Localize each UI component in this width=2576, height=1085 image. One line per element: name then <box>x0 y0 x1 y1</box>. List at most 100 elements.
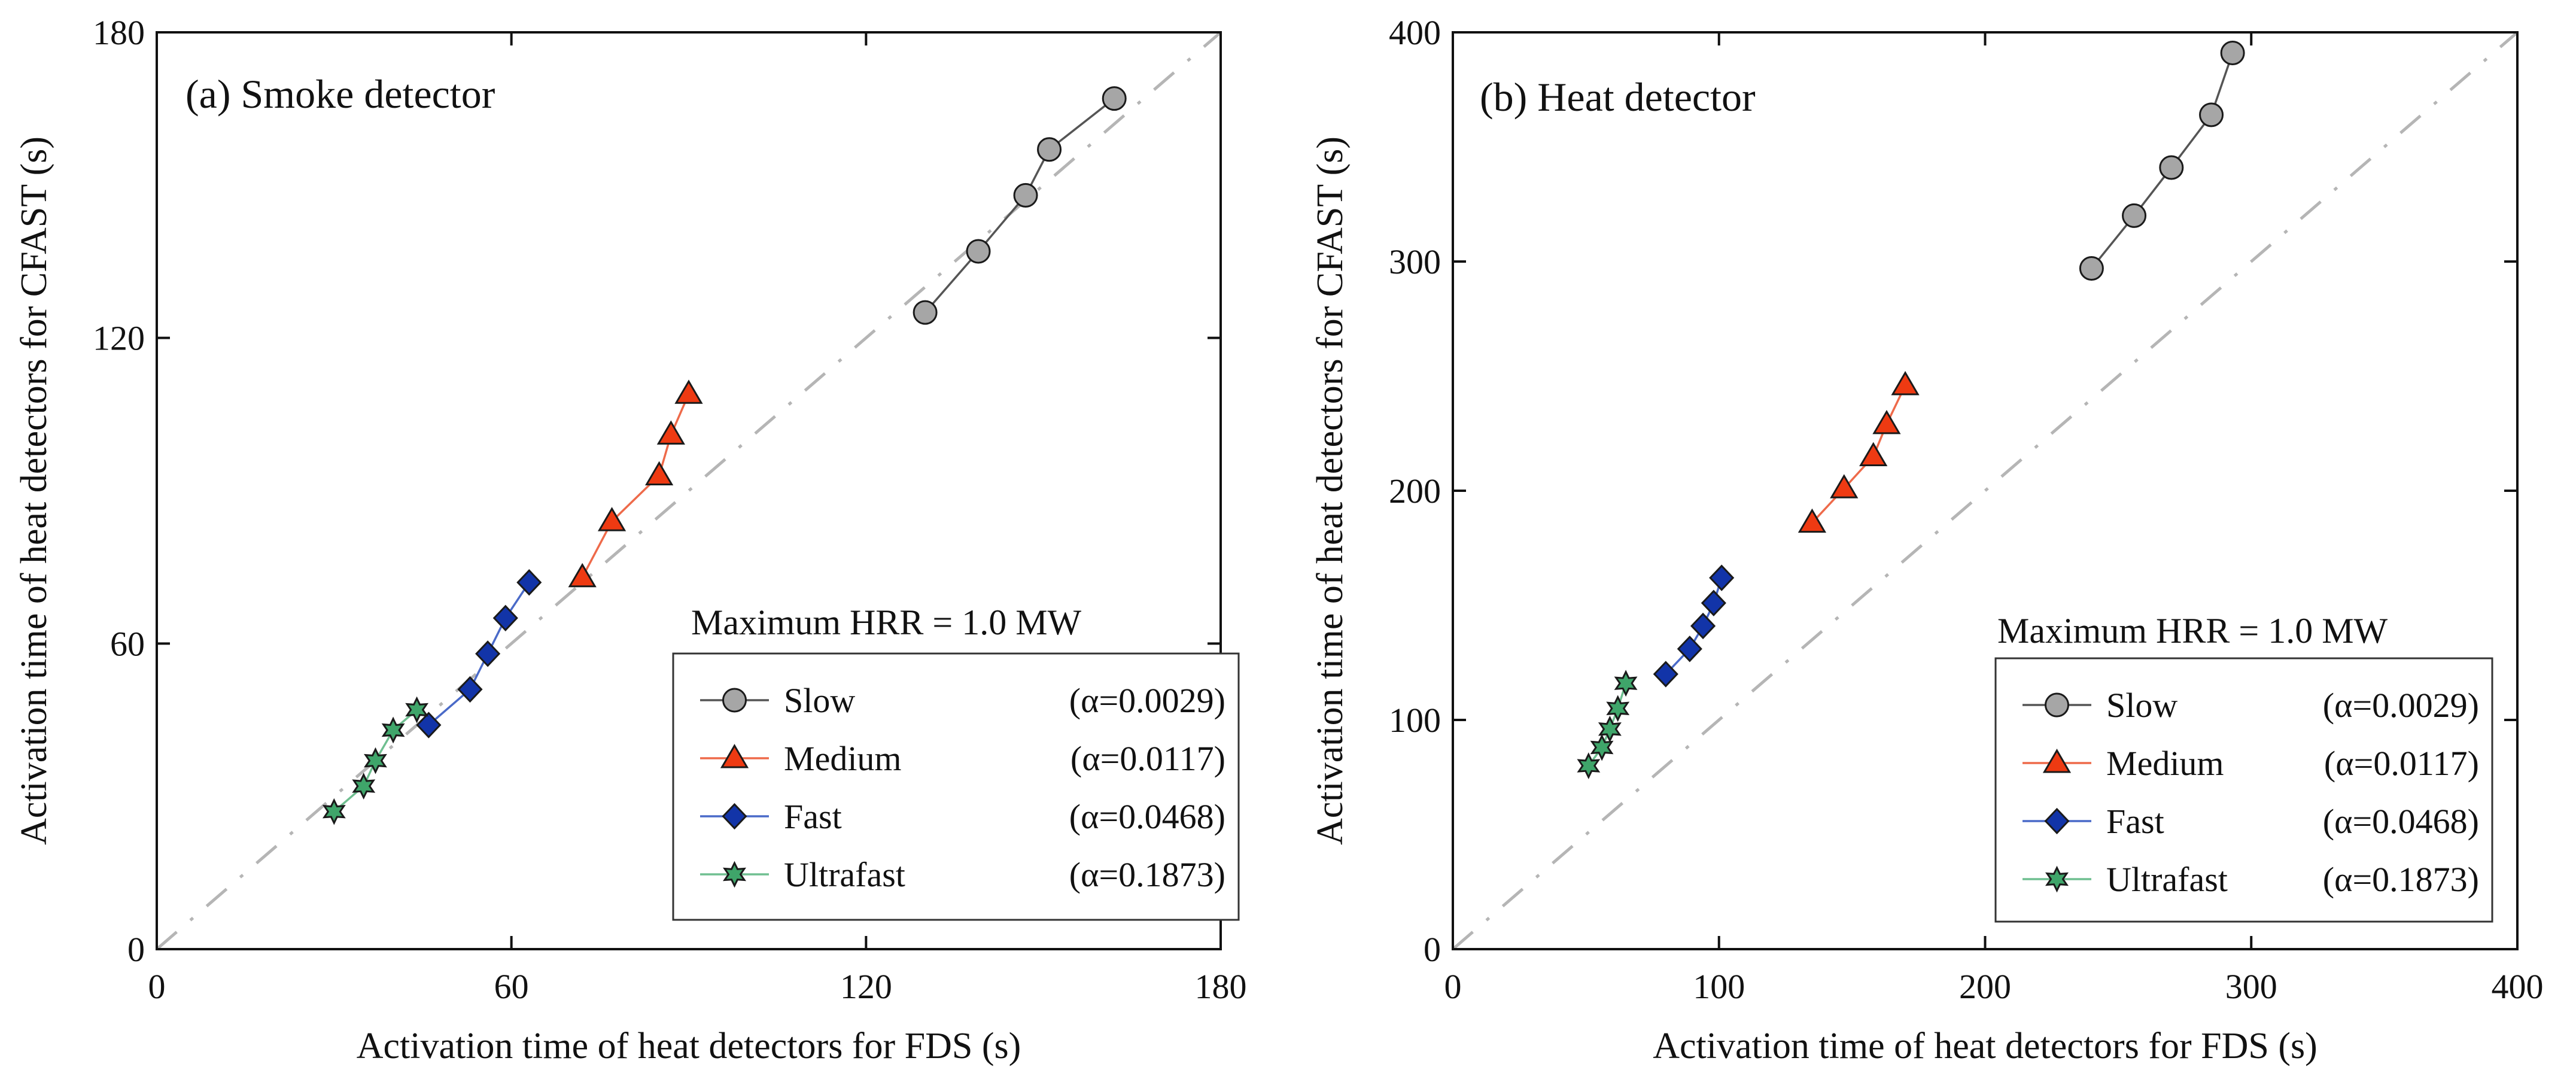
data-point-ultrafast <box>322 798 346 825</box>
x-axis-title: Activation time of heat detectors for FD… <box>357 1026 1021 1066</box>
data-point-fast <box>1653 661 1678 688</box>
legend-marker-slow <box>722 688 747 713</box>
legend-alpha-medium: (α=0.0117) <box>1070 739 1225 778</box>
x-tick-label: 100 <box>1693 967 1745 1006</box>
data-point-fast <box>516 569 542 596</box>
data-point-ultrafast <box>381 716 405 744</box>
y-tick-label: 180 <box>93 13 145 52</box>
legend-label-fast: Fast <box>2106 802 2164 841</box>
legend-label-medium: Medium <box>2106 744 2224 783</box>
series-slow <box>913 86 1127 325</box>
data-point-medium <box>568 563 597 588</box>
y-tick-label: 0 <box>1424 930 1441 969</box>
y-tick-label: 60 <box>110 624 145 663</box>
legend-marker-medium <box>2042 749 2072 773</box>
data-point-fast <box>1690 612 1716 640</box>
data-point-ultrafast <box>1606 695 1630 722</box>
legend-label-ultrafast: Ultrafast <box>784 855 905 894</box>
series-fast <box>1653 564 1735 688</box>
y-tick-label: 400 <box>1389 13 1441 52</box>
y-axis-title: Activation time of heat detectors for CF… <box>1310 136 1351 845</box>
series-line-medium <box>581 393 690 578</box>
data-point-slow <box>913 300 938 325</box>
series-line-medium <box>1811 385 1906 524</box>
data-point-slow <box>1102 86 1127 111</box>
series-ultrafast <box>322 696 429 825</box>
legend-box <box>1994 657 2493 923</box>
plot-frame <box>156 31 1222 950</box>
data-point-fast <box>457 676 483 703</box>
data-point-ultrafast <box>1598 715 1622 743</box>
max-hrr-annotation: Maximum HRR = 1.0 MW <box>691 603 1082 642</box>
legend: Slow (α=0.0029) Medium (α=0.0117) Fast (α=0.0… <box>1994 657 2493 923</box>
legend-label-fast: Fast <box>784 797 842 836</box>
series-medium <box>568 379 703 588</box>
x-tick-label: 120 <box>840 967 892 1006</box>
data-point-slow <box>2159 155 2184 180</box>
legend-label-slow: Slow <box>2106 686 2177 725</box>
x-tick-label: 0 <box>1444 967 1462 1006</box>
legend-marker-medium <box>720 744 749 768</box>
data-point-slow <box>966 239 991 264</box>
x-tick-label: 400 <box>2492 967 2544 1006</box>
x-axis-title: Activation time of heat detectors for FD… <box>1653 1026 2318 1066</box>
y-tick-label: 120 <box>93 319 145 358</box>
legend-alpha-ultrafast: (α=0.1873) <box>2323 860 2479 899</box>
data-point-medium <box>644 461 674 485</box>
data-point-ultrafast <box>405 696 429 724</box>
y-tick-label: 200 <box>1389 472 1441 510</box>
data-point-slow <box>1013 183 1038 208</box>
chart-panel-0: 0 60 120 180 0 60 120 180 Activation time of hea… <box>14 13 1247 1066</box>
data-point-medium <box>1872 409 1901 434</box>
y-axis-title: Activation time of heat detectors for CF… <box>14 136 54 845</box>
data-point-slow <box>2220 40 2245 65</box>
data-point-fast <box>416 712 442 738</box>
y-tick-label: 100 <box>1389 701 1441 740</box>
x-tick-label: 60 <box>494 967 529 1006</box>
chart-panel-1: 0 100 200 300 400 0 100 200 300 400 Activation tim… <box>1310 13 2544 1066</box>
legend-marker-fast <box>2044 807 2070 835</box>
data-point-slow <box>2079 256 2104 281</box>
x-tick-label: 200 <box>1959 967 2011 1006</box>
panel-label: (a) Smoke detector <box>185 71 495 117</box>
legend-alpha-medium: (α=0.0117) <box>2324 744 2479 783</box>
legend-marker-ultrafast <box>2045 865 2069 893</box>
data-point-slow <box>2199 102 2224 127</box>
legend: Slow (α=0.0029) Medium (α=0.0117) Fast (α=0.0… <box>672 652 1240 921</box>
data-point-ultrafast <box>1577 752 1601 780</box>
legend-marker-ultrafast <box>723 861 746 888</box>
data-point-ultrafast <box>363 747 387 774</box>
data-point-medium <box>1830 474 1859 499</box>
x-tick-label: 300 <box>2225 967 2277 1006</box>
legend-alpha-slow: (α=0.0029) <box>1069 681 1225 720</box>
data-point-fast <box>492 604 518 631</box>
data-point-fast <box>475 640 501 667</box>
data-point-fast <box>1677 636 1702 662</box>
data-point-slow <box>1037 137 1062 162</box>
data-point-medium <box>1859 442 1888 467</box>
series-ultrafast <box>1577 670 1638 780</box>
series-medium <box>1798 370 1920 533</box>
y-tick-label: 0 <box>127 930 145 969</box>
data-point-medium <box>1891 370 1920 396</box>
panel-label: (b) Heat detector <box>1480 74 1756 120</box>
legend-marker-fast <box>722 803 747 830</box>
legend-alpha-fast: (α=0.0468) <box>1069 797 1225 836</box>
legend-marker-slow <box>2045 692 2069 718</box>
y-tick-label: 300 <box>1389 242 1441 281</box>
data-point-ultrafast <box>1590 734 1614 761</box>
data-point-medium <box>674 379 703 404</box>
data-point-fast <box>1709 564 1735 591</box>
data-point-medium <box>597 507 626 531</box>
legend-label-slow: Slow <box>784 681 855 720</box>
legend-alpha-slow: (α=0.0029) <box>2323 686 2479 725</box>
data-point-slow <box>2122 203 2147 228</box>
data-point-ultrafast <box>1614 670 1638 697</box>
legend-box <box>672 652 1240 921</box>
legend-label-medium: Medium <box>784 739 902 778</box>
legend-alpha-ultrafast: (α=0.1873) <box>1069 855 1225 894</box>
data-point-medium <box>1798 508 1827 533</box>
legend-alpha-fast: (α=0.0468) <box>2323 802 2479 841</box>
x-tick-label: 0 <box>148 967 166 1006</box>
